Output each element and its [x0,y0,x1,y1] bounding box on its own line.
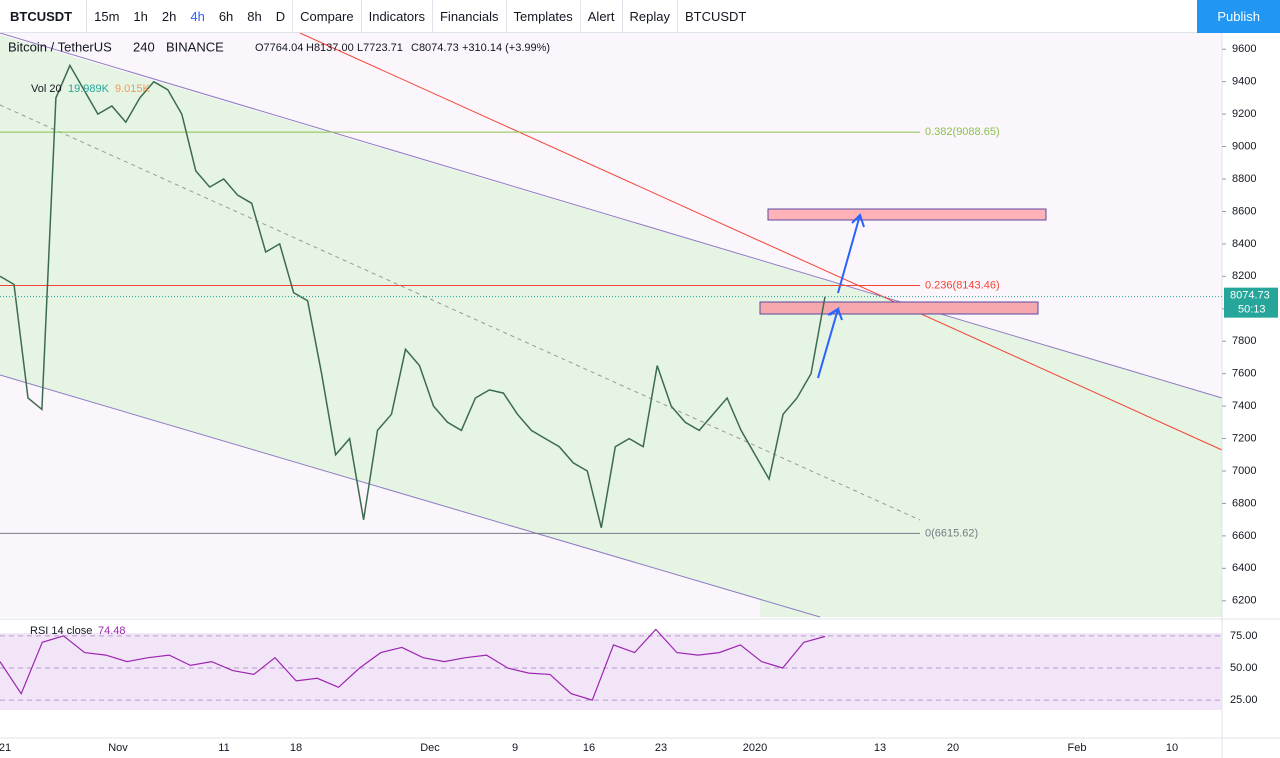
toolbar-button[interactable]: Compare [300,8,354,24]
time-label: 2020 [743,742,767,754]
time-label: 11 [218,742,229,754]
mid-line [0,104,921,521]
toolbar-button[interactable]: Indicators [368,8,425,24]
legend-text: BINANCE [166,39,224,54]
price-tick-label: 8400 [1232,238,1256,250]
price-tick-label: 9200 [1232,108,1256,120]
separator [292,0,294,33]
time-label: 13 [874,742,886,754]
arrow-head [829,307,843,321]
legend-text: C8074.73 [411,42,459,54]
rsi-tick-label: 50.00 [1230,662,1258,674]
separator [86,0,88,33]
arrow-head [851,213,865,228]
rsi-legend: RSI 14 close [30,625,92,637]
legend-text: H8137.00 [306,42,354,54]
interval-button[interactable]: 4h [190,8,205,24]
legend-text: L7723.71 [357,42,403,54]
target-fill [760,261,1222,617]
toolbar-button[interactable]: Financials [439,8,499,24]
interval-button[interactable]: 1h [133,8,148,24]
legend-text: Vol 20 [31,83,62,95]
price-tick-label: 9600 [1232,43,1256,55]
rsi-tick-label: 75.00 [1230,630,1258,642]
price-tick-label: 9400 [1232,76,1256,88]
rsi-line [0,628,826,701]
publish-button[interactable]: Publish [1197,0,1280,33]
separator [621,0,623,33]
price-tick-label: 7800 [1232,335,1256,347]
separator [579,0,581,33]
toolbar-button[interactable]: Replay [629,8,670,24]
price-tick-label: 7600 [1232,368,1256,380]
time-label: Nov [108,742,128,754]
interval-button[interactable]: D [275,8,286,24]
interval-button[interactable]: 8h [247,8,262,24]
price-tick-label: 8200 [1232,270,1256,282]
separator [505,0,507,33]
price-tick-label: 7400 [1232,400,1256,412]
price-tick-label: 6400 [1232,562,1256,574]
time-label: 21 [0,742,11,754]
legend-text: O7764.04 [255,42,303,54]
toolbar-button[interactable]: Alert [587,8,615,24]
time-label: 18 [290,742,302,754]
time-label: Dec [420,742,440,754]
last-price-tag [1224,287,1278,318]
price-tick-label: 6600 [1232,530,1256,542]
toolbar: BTCUSDT 15m 1h 2h 4h 6h 8h D Compare Indicators Fi… [0,0,1280,33]
time-label: 20 [947,742,959,754]
legend-text: 19.989K [68,83,110,95]
time-label: 10 [1166,742,1178,754]
time-label: 16 [583,742,595,754]
price-tick-label: 6200 [1232,595,1256,607]
legend-text: 9.015K [115,83,151,95]
toolbar-button[interactable]: Templates [513,8,573,24]
symbol-search[interactable]: BTCUSDT [10,8,73,24]
countdown: 50:13 [1238,304,1266,316]
fib-label: 0.382(9088.65) [925,126,1000,138]
separator [676,0,678,33]
target-zone [767,208,1047,221]
price-tick-label: 8800 [1232,173,1256,185]
price-line [0,63,826,528]
interval-button[interactable]: 15m [94,8,120,24]
fib-label: 0(6615.62) [925,527,978,539]
channel-lower [0,374,821,618]
channel-upper [0,33,1223,399]
separator [360,0,362,33]
time-label: 23 [655,742,667,754]
rsi-value: 74.48 [98,625,126,637]
compare-symbol[interactable]: BTCUSDT [684,8,747,24]
separator [431,0,433,33]
trendline [299,33,1223,451]
fib-label: 0.236(8143.46) [925,279,1000,291]
price-tick-label: 6800 [1232,497,1256,509]
time-label: 9 [512,742,518,754]
interval-button[interactable]: 6h [218,8,234,24]
resistance-zone [759,301,1039,315]
price-tick-label: 7200 [1232,432,1256,444]
legend-text: +310.14 (+3.99%) [462,42,550,54]
chart: 6200640066006800700072007400760078008000… [0,33,1280,758]
arrow [837,214,861,294]
last-price-label: 8074.73 [1230,290,1270,302]
legend-text: 240 [133,39,155,54]
legend-text: Bitcoin / TetherUS [8,39,112,54]
interval-button[interactable]: 2h [161,8,177,24]
price-tick-label: 7000 [1232,465,1256,477]
price-tick-label: 8600 [1232,205,1256,217]
time-label: Feb [1068,742,1087,754]
rsi-tick-label: 25.00 [1230,694,1258,706]
price-tick-label: 9000 [1232,140,1256,152]
rsi-band [0,633,1222,710]
